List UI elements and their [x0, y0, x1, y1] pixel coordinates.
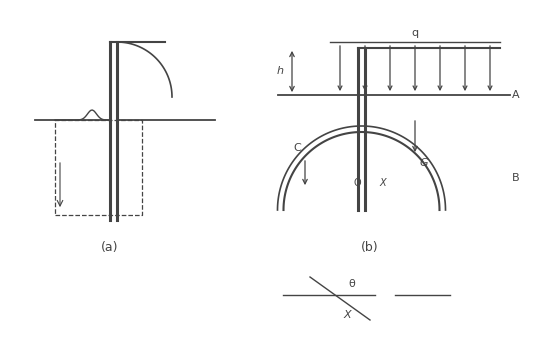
Bar	[55, 120, 142, 215]
Text: (a): (a)	[101, 241, 119, 254]
Text: q: q	[411, 28, 418, 38]
Text: (b): (b)	[361, 241, 379, 254]
Text: A: A	[512, 90, 519, 100]
Text: X: X	[343, 310, 350, 320]
Text: B: B	[512, 173, 519, 183]
Text: X: X	[379, 178, 386, 188]
Text: C: C	[294, 143, 301, 153]
Text: θ: θ	[348, 279, 355, 289]
Text: h: h	[277, 67, 284, 76]
Text: G: G	[419, 158, 427, 168]
Text: O: O	[354, 178, 362, 188]
